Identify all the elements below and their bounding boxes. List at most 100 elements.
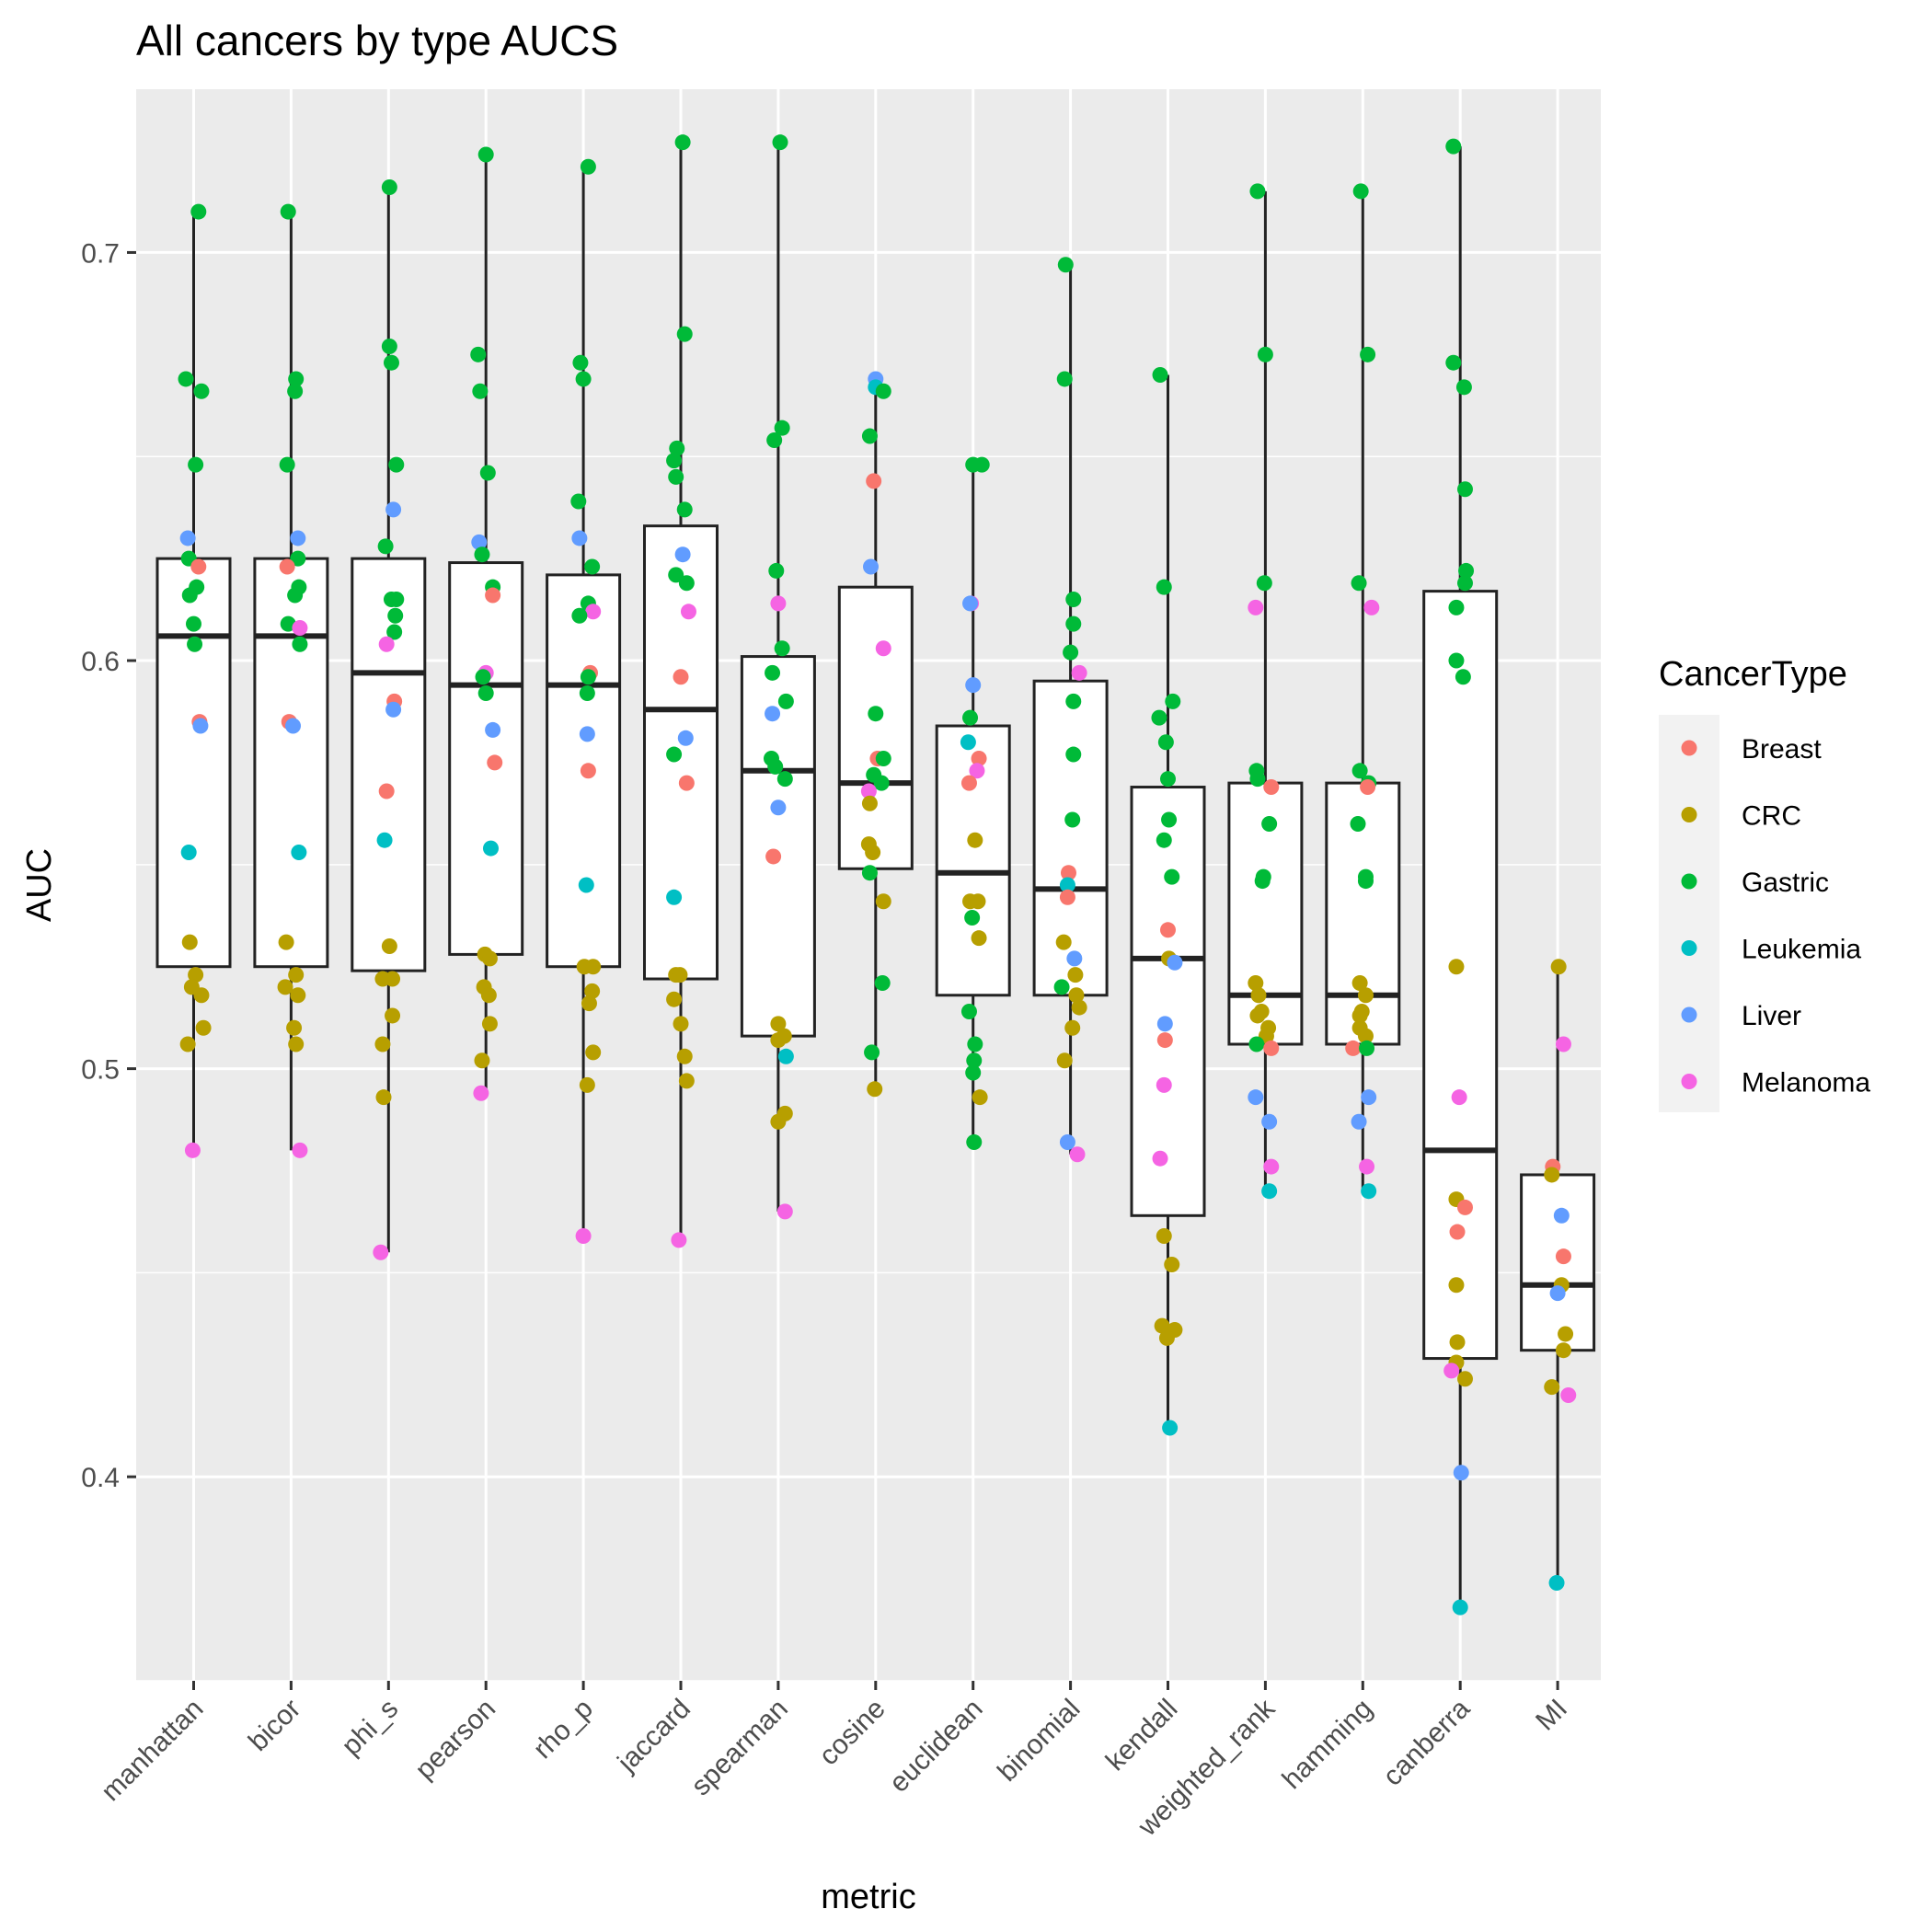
point-liver — [571, 530, 588, 546]
point-crc — [288, 1036, 305, 1052]
point-gastric — [479, 465, 496, 481]
x-tick-label: phi_s — [336, 1694, 404, 1762]
point-crc — [1448, 959, 1465, 975]
x-tick-label: kendall — [1100, 1694, 1184, 1777]
point-gastric — [772, 134, 788, 151]
point-gastric — [1156, 832, 1172, 848]
point-gastric — [381, 178, 397, 195]
point-gastric — [774, 420, 790, 436]
point-crc — [195, 1019, 212, 1036]
point-breast — [580, 763, 596, 779]
point-crc — [1164, 1257, 1180, 1273]
point-gastric — [474, 546, 490, 563]
point-melanoma — [1451, 1089, 1467, 1106]
point-liver — [471, 534, 488, 550]
point-gastric — [186, 615, 201, 632]
point-melanoma — [1069, 1146, 1086, 1163]
point-gastric — [1359, 1040, 1375, 1056]
point-leukemia — [1162, 1420, 1179, 1436]
point-crc — [770, 1032, 787, 1049]
point-gastric — [1455, 379, 1472, 396]
point-leukemia — [291, 845, 307, 861]
point-melanoma — [1156, 1076, 1172, 1093]
point-gastric — [1064, 811, 1081, 828]
x-tick-label: bicor — [243, 1694, 306, 1757]
point-gastric — [570, 493, 587, 510]
point-crc — [290, 987, 306, 1004]
x-tick-label: binomial — [992, 1694, 1086, 1788]
point-melanoma — [184, 1142, 201, 1158]
point-gastric — [1164, 868, 1180, 885]
legend-label: Liver — [1742, 1001, 1801, 1031]
point-crc — [967, 832, 983, 848]
box-body — [1520, 1173, 1596, 1352]
point-gastric — [967, 1036, 983, 1052]
point-crc — [1357, 1028, 1374, 1044]
point-crc — [480, 987, 497, 1004]
legend-label: Gastric — [1742, 868, 1829, 898]
point-liver — [1248, 1089, 1264, 1106]
point-gastric — [584, 558, 601, 575]
point-gastric — [864, 1044, 880, 1061]
point-gastric — [674, 134, 691, 151]
y-axis: 0.4 0.5 0.6 0.7 — [81, 238, 136, 1493]
y-tick-label: 0.7 — [81, 238, 120, 269]
point-melanoma — [292, 620, 308, 637]
point-crc — [188, 967, 204, 983]
point-gastric — [861, 428, 878, 444]
point-crc — [585, 1044, 602, 1061]
point-breast — [378, 783, 395, 799]
point-gastric — [572, 354, 589, 371]
box-phi_s — [351, 187, 427, 1253]
point-crc — [672, 967, 688, 983]
point-gastric — [861, 865, 878, 881]
legend-label: Leukemia — [1742, 935, 1861, 965]
point-liver — [1453, 1465, 1469, 1481]
y-tick-label: 0.5 — [81, 1055, 120, 1086]
point-crc — [277, 979, 293, 995]
point-gastric — [1057, 257, 1074, 273]
point-crc — [181, 934, 198, 950]
point-gastric — [288, 371, 305, 387]
point-breast — [190, 558, 207, 575]
x-tick-label: canberra — [1377, 1693, 1476, 1791]
point-gastric — [1160, 771, 1176, 788]
legend-label: Breast — [1742, 734, 1822, 765]
box-pearson — [448, 154, 524, 1094]
point-breast — [279, 558, 295, 575]
point-breast — [866, 473, 882, 489]
box-spearman — [740, 142, 816, 1212]
point-liver — [863, 558, 880, 575]
legend-label: CRC — [1742, 801, 1801, 832]
x-tick-label: spearman — [685, 1694, 794, 1802]
legend-label: Melanoma — [1742, 1068, 1870, 1098]
point-gastric — [1156, 579, 1172, 595]
point-melanoma — [680, 604, 696, 620]
point-gastric — [1257, 346, 1273, 362]
point-gastric — [1065, 591, 1082, 607]
box-body — [1422, 590, 1499, 1361]
point-gastric — [1157, 734, 1174, 751]
point-gastric — [1448, 652, 1465, 669]
point-liver — [179, 530, 196, 546]
point-leukemia — [578, 877, 594, 893]
point-liver — [1351, 1113, 1367, 1130]
point-melanoma — [860, 783, 877, 799]
point-gastric — [377, 538, 394, 555]
point-breast — [673, 669, 689, 685]
point-gastric — [874, 974, 891, 991]
chart-title: All cancers by type AUCS — [136, 17, 618, 64]
point-gastric — [875, 383, 891, 399]
point-melanoma — [969, 763, 985, 779]
point-melanoma — [1359, 1158, 1375, 1175]
point-crc — [867, 1081, 883, 1098]
point-crc — [481, 950, 498, 967]
point-crc — [1056, 1052, 1073, 1069]
point-crc — [1351, 974, 1368, 991]
point-gastric — [571, 607, 588, 624]
point-melanoma — [776, 1203, 793, 1220]
point-breast — [1456, 1199, 1473, 1215]
point-leukemia — [1452, 1599, 1468, 1616]
point-liver — [385, 701, 402, 718]
point-breast — [1156, 1032, 1173, 1049]
